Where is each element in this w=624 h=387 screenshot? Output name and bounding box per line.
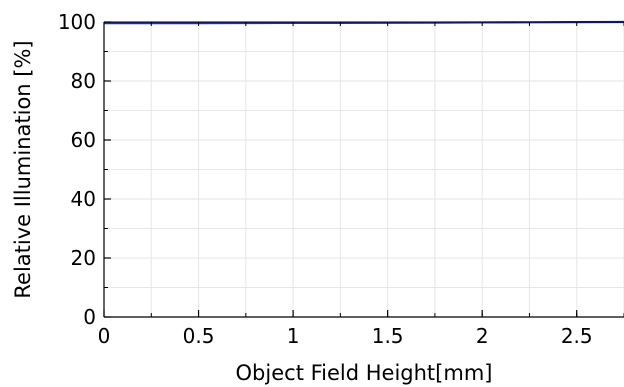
grid — [103, 21, 624, 318]
x-tick-label: 1.5 — [372, 324, 404, 348]
x-tick-label: 2.5 — [561, 324, 593, 348]
x-axis-label: Object Field Height[mm] — [236, 361, 493, 385]
x-tick-label: 1 — [287, 324, 300, 348]
y-tick-label: 60 — [71, 128, 96, 152]
x-tick-label: 2 — [476, 324, 489, 348]
y-tick-label: 100 — [58, 10, 96, 34]
axes — [103, 21, 624, 318]
x-tick-label: 0 — [98, 324, 111, 348]
y-tick-label: 80 — [71, 69, 96, 93]
y-tick-label: 0 — [83, 305, 96, 329]
y-axis-label: Relative Illumination [%] — [11, 40, 35, 298]
y-tick-label: 20 — [71, 246, 96, 270]
y-tick-label: 40 — [71, 187, 96, 211]
x-tick-label: 0.5 — [183, 324, 215, 348]
tick-labels: 0 0.5 1 1.5 2 2.5 0 20 40 60 80 100 — [58, 10, 593, 348]
